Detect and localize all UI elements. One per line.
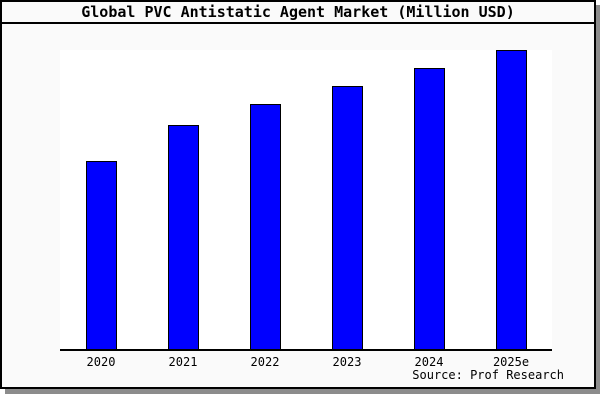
chart-frame: Global PVC Antistatic Agent Market (Mill…: [0, 0, 596, 389]
bar-2022: [249, 104, 281, 349]
x-tick-2020: 2020: [86, 355, 116, 369]
bar-band-2020: [60, 50, 142, 349]
plot-area: [60, 50, 552, 351]
x-tick-2025e: 2025e: [492, 355, 530, 369]
bar-2020: [85, 161, 117, 349]
x-tick-2022: 2022: [250, 355, 280, 369]
bar-band-2021: [142, 50, 224, 349]
x-tick-2023: 2023: [332, 355, 362, 369]
bar-band-2024: [388, 50, 470, 349]
x-axis-tick-labels: 2020 2021 2022 2023 2024 2025e: [60, 355, 552, 369]
chart-title: Global PVC Antistatic Agent Market (Mill…: [81, 3, 515, 21]
bar-2025e: [495, 50, 527, 349]
bar-band-2025e: [470, 50, 552, 349]
bar-2021: [167, 125, 199, 349]
source-note: Source: Prof Research: [412, 368, 564, 382]
bars-container: [60, 50, 552, 349]
x-tick-2024: 2024: [414, 355, 444, 369]
bar-2023: [331, 86, 363, 349]
x-tick-2021: 2021: [168, 355, 198, 369]
chart-title-bar: Global PVC Antistatic Agent Market (Mill…: [2, 2, 594, 24]
bar-2024: [413, 68, 445, 349]
bar-band-2022: [224, 50, 306, 349]
bar-band-2023: [306, 50, 388, 349]
